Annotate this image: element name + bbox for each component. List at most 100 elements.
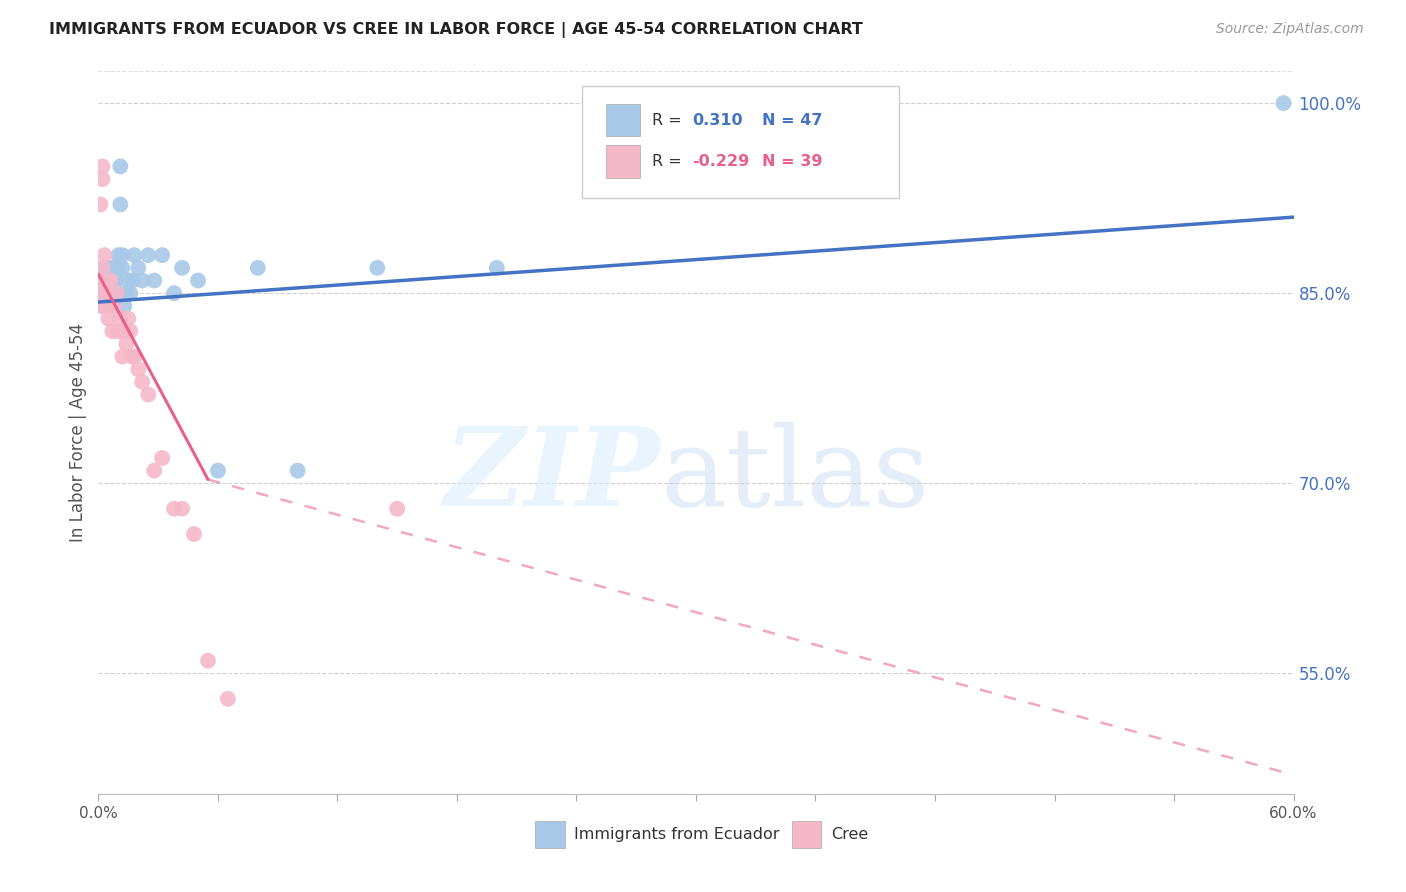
Point [101, 286, 124, 301]
Point [96, 299, 118, 313]
Point [110, 197, 132, 211]
Point [96, 260, 118, 275]
Point [91, 160, 114, 174]
Point [112, 324, 135, 338]
Point [93, 286, 115, 301]
Point [98, 286, 122, 301]
Point [98, 299, 122, 313]
Point [117, 311, 139, 326]
Point [217, 691, 239, 706]
Point [91, 172, 114, 186]
Point [127, 362, 149, 376]
Point [110, 311, 132, 326]
Point [110, 160, 132, 174]
Point [101, 260, 124, 275]
Point [120, 286, 142, 301]
Point [121, 350, 143, 364]
Point [103, 273, 125, 287]
Text: atlas: atlas [661, 423, 929, 530]
Point [91, 273, 114, 287]
Point [172, 501, 194, 516]
Point [172, 260, 194, 275]
Point [96, 286, 118, 301]
Point [97, 286, 120, 301]
Point [98, 273, 122, 287]
Point [111, 350, 134, 364]
Point [96, 273, 118, 287]
Text: Source: ZipAtlas.com: Source: ZipAtlas.com [1216, 22, 1364, 37]
Point [246, 260, 269, 275]
Point [107, 260, 129, 275]
Text: N = 39: N = 39 [762, 154, 823, 169]
Point [124, 248, 146, 262]
Point [366, 260, 388, 275]
Point [163, 286, 186, 301]
Point [91, 260, 114, 275]
Point [143, 464, 166, 478]
Text: N = 47: N = 47 [762, 113, 823, 128]
Point [105, 273, 128, 287]
Point [485, 260, 508, 275]
Point [97, 299, 120, 313]
Point [287, 464, 309, 478]
Text: Cree: Cree [831, 827, 869, 842]
Point [121, 273, 143, 287]
Point [1272, 96, 1295, 111]
Point [187, 273, 209, 287]
Point [103, 299, 125, 313]
FancyBboxPatch shape [582, 86, 900, 198]
Point [115, 337, 138, 351]
Point [89, 299, 111, 313]
Point [101, 324, 124, 338]
Text: R =: R = [652, 113, 682, 128]
Point [93, 286, 115, 301]
Point [143, 273, 166, 287]
Point [98, 273, 122, 287]
Point [131, 375, 153, 389]
Point [91, 299, 114, 313]
Point [97, 273, 120, 287]
Point [93, 248, 115, 262]
Point [101, 273, 124, 287]
Point [131, 273, 153, 287]
Text: IMMIGRANTS FROM ECUADOR VS CREE IN LABOR FORCE | AGE 45-54 CORRELATION CHART: IMMIGRANTS FROM ECUADOR VS CREE IN LABOR… [49, 22, 863, 38]
Point [385, 501, 409, 516]
Y-axis label: In Labor Force | Age 45-54: In Labor Force | Age 45-54 [69, 323, 87, 542]
Point [124, 350, 146, 364]
Point [127, 260, 149, 275]
Point [207, 464, 229, 478]
Point [150, 248, 173, 262]
Point [112, 299, 135, 313]
Point [197, 654, 219, 668]
Point [96, 299, 118, 313]
Point [97, 299, 120, 313]
Point [96, 273, 118, 287]
Point [120, 324, 142, 338]
Point [107, 324, 129, 338]
Point [105, 286, 128, 301]
Point [89, 286, 111, 301]
Bar [606, 145, 640, 178]
Point [107, 248, 129, 262]
Point [111, 248, 134, 262]
Point [105, 286, 128, 301]
Point [115, 286, 138, 301]
Point [93, 273, 115, 287]
Point [97, 311, 120, 326]
Text: -0.229: -0.229 [692, 154, 749, 169]
Point [183, 527, 205, 541]
Bar [606, 103, 640, 136]
Point [163, 501, 186, 516]
Text: R =: R = [652, 154, 682, 169]
Point [93, 260, 115, 275]
Point [136, 387, 159, 401]
Point [103, 299, 125, 313]
Point [93, 273, 115, 287]
Point [89, 197, 111, 211]
Text: ZIP: ZIP [443, 422, 661, 530]
Bar [792, 821, 821, 848]
Text: Immigrants from Ecuador: Immigrants from Ecuador [574, 827, 779, 842]
Text: 0.310: 0.310 [692, 113, 742, 128]
Point [150, 450, 173, 465]
Point [89, 273, 111, 287]
